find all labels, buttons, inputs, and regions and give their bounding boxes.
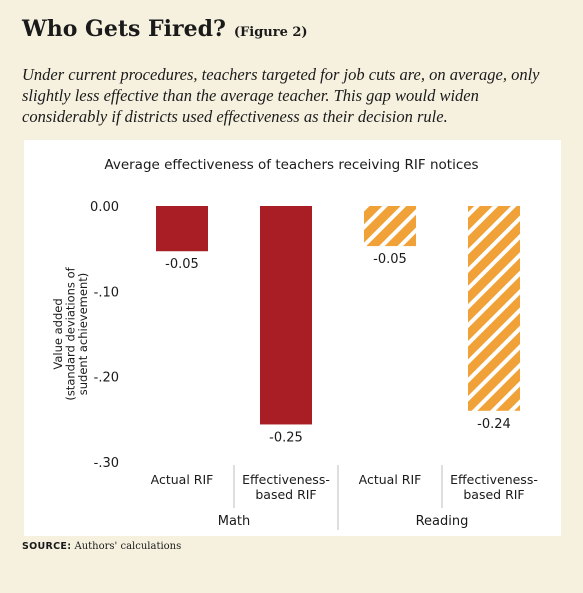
y-tick-label: -.30 bbox=[94, 456, 119, 471]
x-category-label: Actual RIF bbox=[151, 472, 214, 487]
x-category-label-line: based RIF bbox=[463, 487, 524, 502]
figure-subtitle: Under current procedures, teachers targe… bbox=[22, 65, 540, 126]
x-category-label: Actual RIF bbox=[359, 472, 422, 487]
data-label: -0.05 bbox=[165, 257, 199, 272]
bar-math-1 bbox=[260, 206, 312, 425]
x-category-label-line: Effectiveness- bbox=[242, 472, 330, 487]
source-note: SOURCE: Authors' calculations bbox=[22, 541, 181, 552]
data-label: -0.25 bbox=[269, 430, 303, 445]
bar-reading-2 bbox=[364, 206, 416, 247]
y-axis-label-line: sudent achievement) bbox=[76, 273, 90, 395]
x-category-label-line: Actual RIF bbox=[359, 472, 422, 487]
source-label: SOURCE: bbox=[22, 541, 72, 552]
page-title: Who Gets Fired? bbox=[22, 16, 226, 42]
y-axis-label: Value added(standard deviations ofsudent… bbox=[51, 266, 90, 400]
y-tick-label: -.20 bbox=[94, 371, 119, 386]
bar-math-0 bbox=[156, 206, 208, 252]
x-category-label-line: Effectiveness- bbox=[450, 472, 538, 487]
x-category-label: Effectiveness-based RIF bbox=[242, 472, 330, 502]
x-category-label: Effectiveness-based RIF bbox=[450, 472, 538, 502]
data-label: -0.24 bbox=[477, 417, 511, 432]
figure-title: Who Gets Fired? (Figure 2) bbox=[22, 16, 308, 42]
figure-number: (Figure 2) bbox=[233, 25, 308, 40]
data-label: -0.05 bbox=[373, 252, 407, 267]
y-tick-label: 0.00 bbox=[90, 200, 119, 215]
x-group-label: Reading bbox=[416, 514, 469, 529]
source-text: Authors' calculations bbox=[74, 541, 182, 552]
y-axis-label-line: Value added bbox=[51, 298, 65, 369]
bar-reading-3 bbox=[468, 206, 520, 411]
x-group-label: Math bbox=[218, 514, 251, 529]
chart-title: Average effectiveness of teachers receiv… bbox=[104, 157, 479, 173]
x-category-label-line: Actual RIF bbox=[151, 472, 214, 487]
x-category-label-line: based RIF bbox=[255, 487, 316, 502]
y-tick-label: -.10 bbox=[94, 285, 119, 300]
y-axis-label-line: (standard deviations of bbox=[64, 266, 78, 400]
